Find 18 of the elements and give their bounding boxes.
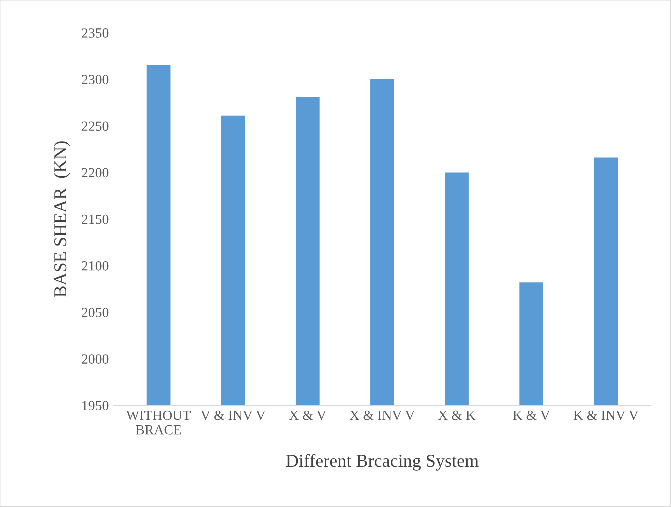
- x-tick-label: X & K: [438, 410, 476, 420]
- x-tick-label: X & INV V: [350, 410, 416, 420]
- y-tick-label: 2200: [82, 168, 109, 178]
- y-axis-title: BASE SHEAR (KN): [54, 142, 70, 298]
- y-tick-label: 2000: [82, 354, 109, 364]
- x-tick-label: WITHOUT BRACE: [126, 410, 191, 435]
- x-axis-title: Different Brcacing System: [286, 454, 479, 471]
- x-tick-label: X & V: [289, 410, 327, 420]
- y-tick-label: 2350: [82, 28, 109, 38]
- y-tick-label: 1950: [82, 401, 109, 411]
- x-tick-label: K & INV V: [574, 410, 639, 420]
- y-tick-label: 2250: [82, 122, 109, 132]
- y-tick-label: 2100: [82, 261, 109, 271]
- x-tick-label: K & V: [513, 410, 550, 420]
- y-tick-label: 2300: [82, 75, 109, 84]
- x-tick-label: V & INV V: [200, 410, 266, 420]
- y-tick-label: 2150: [82, 214, 109, 224]
- y-tick-label: 2050: [82, 308, 109, 318]
